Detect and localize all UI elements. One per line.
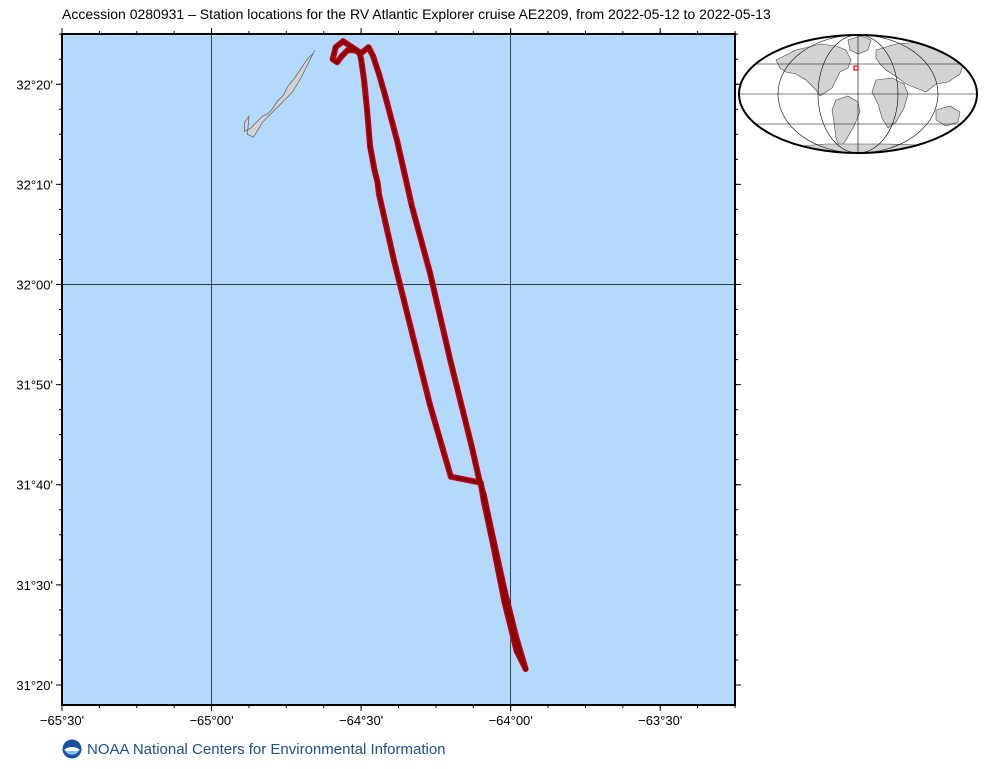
station-point-25: [358, 57, 364, 62]
station-point-36: [478, 480, 483, 485]
axis-ticks: [56, 28, 741, 711]
station-point-40: [514, 648, 519, 654]
station-point-37: [481, 498, 486, 503]
inset-graticule: [739, 35, 977, 153]
station-point-27: [364, 108, 370, 113]
bermuda-island: [244, 50, 316, 138]
station-point-24: [357, 51, 362, 56]
station-point-17: [340, 39, 346, 44]
station-point-32: [391, 258, 397, 263]
station-point-23: [352, 48, 358, 53]
x-tick-label-1: −65°00': [189, 713, 233, 728]
station-point-21: [339, 54, 344, 59]
y-tick-label-0: 32°20': [16, 77, 53, 92]
y-tick-label-4: 31°40': [16, 478, 53, 493]
station-point-20: [334, 60, 340, 65]
station-point-34: [427, 402, 433, 407]
noaa-logo-icon: [62, 739, 82, 759]
y-tick-label-6: 31°20': [16, 678, 53, 693]
station-point-19: [330, 57, 335, 62]
island-shape: [244, 50, 316, 138]
station-point-22: [345, 48, 350, 53]
station-point-3: [490, 534, 495, 539]
station-point-18: [333, 45, 338, 50]
station-point-12: [376, 72, 382, 77]
station-point-41: [523, 666, 528, 672]
station-point-13: [370, 54, 376, 59]
station-point-33: [409, 330, 415, 335]
station-point-10: [394, 138, 400, 143]
x-tick-label-0: −65°30': [40, 713, 84, 728]
station-point-1: [514, 636, 519, 642]
axis-tick-labels: −65°30' −65°00' −64°30' −64°00' −63°30' 32°20…: [16, 77, 682, 728]
x-tick-label-4: −63°30': [638, 713, 682, 728]
station-point-16: [349, 45, 355, 50]
station-point-30: [375, 180, 380, 185]
station-point-14: [366, 45, 371, 50]
location-marker-icon: [853, 65, 859, 71]
station-point-26: [361, 78, 367, 83]
x-tick-label-2: −64°30': [339, 713, 383, 728]
y-tick-label-2: 32°00': [16, 277, 53, 292]
station-point-9: [409, 204, 415, 209]
y-tick-label-1: 32°10': [16, 177, 53, 192]
station-point-6: [469, 444, 474, 449]
cruise-track: [329, 38, 529, 672]
track-line: [331, 39, 528, 671]
station-point-8: [427, 270, 433, 275]
station-point-28: [367, 144, 373, 149]
station-point-7: [448, 360, 454, 365]
station-point-38: [490, 540, 495, 546]
station-point-39: [502, 600, 507, 606]
footer: NOAA National Centers for Environmental …: [62, 738, 446, 760]
world-inset-map: [738, 34, 978, 154]
station-point-31: [376, 192, 382, 197]
station-point-29: [372, 168, 377, 173]
y-tick-label-3: 31°50': [16, 378, 53, 393]
x-tick-label-3: −64°00': [489, 713, 533, 728]
page-title: Accession 0280931 – Station locations fo…: [62, 6, 771, 22]
inset-border: [738, 34, 978, 154]
y-tick-label-5: 31°30': [16, 578, 53, 593]
station-point-4: [481, 492, 486, 497]
noaa-org-name: NOAA National Centers for Environmental …: [87, 740, 446, 758]
station-point-35: [448, 474, 454, 479]
station-point-2: [502, 588, 507, 594]
station-point-11: [382, 93, 388, 98]
